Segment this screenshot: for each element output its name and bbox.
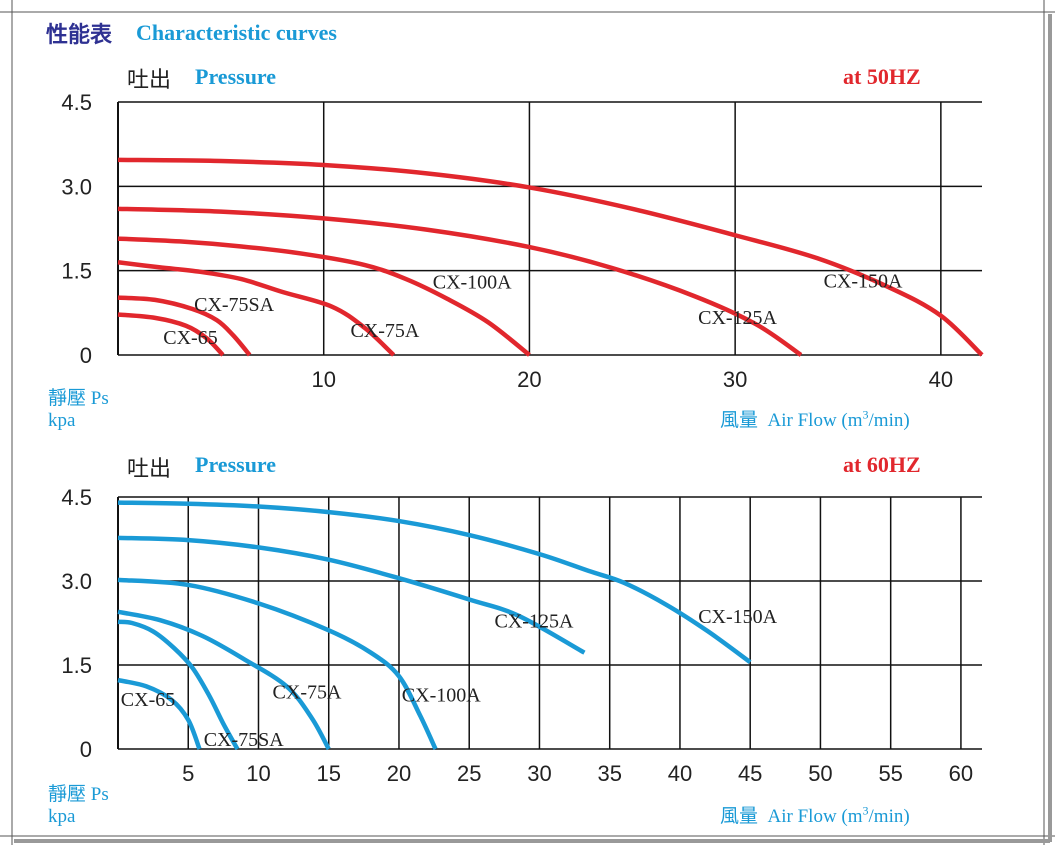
chart1-xlabel-en: Air Flow (m (767, 410, 863, 431)
chart2-curve-cx-125a (117, 535, 586, 655)
chart2-xtick-label: 25 (457, 761, 481, 786)
chart2-xlabel: 風量 Air Flow (m3/min) (720, 801, 910, 828)
chart1-curve-cx-65 (117, 312, 225, 357)
chart2-label-cx-65: CX-65 (121, 689, 175, 711)
chart2-ylabel2-en: Ps (90, 784, 109, 805)
chart2-xtick-label: 15 (316, 761, 340, 786)
page-title-en: Characteristic curves (136, 20, 337, 45)
chart2-label-cx-150a: CX-150A (698, 606, 777, 628)
chart2-ylabel-cjk: 吐出 (127, 456, 172, 481)
chart2-xtick-label: 40 (668, 761, 692, 786)
chart1-xtick-label: 20 (517, 367, 541, 392)
chart2-ylabel-en: Pressure (195, 452, 277, 477)
chart2-xtick-label: 60 (949, 761, 973, 786)
chart2-xtick-label: 55 (878, 761, 902, 786)
chart2-xlabel-en: Air Flow (m (767, 806, 863, 827)
chart2-curve-cx-75sa (117, 619, 240, 751)
chart2-ytick-label: 1.5 (61, 653, 92, 678)
chart2-xlabel-tail: /min) (868, 806, 910, 827)
chart2-xtick-label: 45 (738, 761, 762, 786)
page-title-cjk: 性能表 (46, 22, 113, 47)
chart1-label-cx-75a: CX-75A (350, 320, 419, 342)
chart1-ylabel-en: Pressure (195, 64, 277, 89)
chart1-curve-cx-75sa (117, 295, 252, 357)
chart2-yunit: kpa (48, 806, 76, 827)
chart1-xtick-label: 10 (311, 367, 335, 392)
chart1-xtick-label: 30 (723, 367, 747, 392)
chart2-xlabel-cjk: 風量 (720, 806, 759, 827)
chart1-xlabel-cjk: 風量 (720, 410, 759, 431)
chart2-xlabel-sup: 3 (862, 803, 869, 818)
chart2-curve-cx-65 (117, 677, 202, 750)
chart1-curve-cx-125a (117, 206, 803, 357)
chart1-xlabel: 風量 Air Flow (m3/min) (720, 405, 910, 432)
chart1-curve-cx-100a (117, 236, 531, 357)
chart1-label-cx-65: CX-65 (163, 327, 217, 349)
chart1-ytick-label: 3.0 (61, 174, 92, 199)
chart1-label-cx-75sa: CX-75SA (194, 294, 275, 316)
chart2-label-cx-100a: CX-100A (402, 684, 481, 706)
chart2-curve-cx-100a (117, 577, 438, 750)
chart2-xtick-label: 10 (246, 761, 270, 786)
chart1-curve-cx-150a (117, 157, 984, 357)
chart2-ylabel2: 靜壓 Ps (48, 779, 109, 806)
chart2-label-cx-75sa: CX-75SA (204, 729, 285, 751)
chart2-curve-cx-150a (117, 500, 752, 665)
chart2-xtick-label: 5 (182, 761, 194, 786)
chart1-label-cx-150a: CX-150A (824, 271, 903, 293)
chart1-xlabel-tail: /min) (868, 410, 910, 431)
chart1-ytick-label: 1.5 (61, 259, 92, 284)
chart1-curve-cx-75a (117, 259, 396, 357)
chart2-ytick-label: 4.5 (61, 485, 92, 510)
chart1-label-cx-100a: CX-100A (433, 272, 512, 294)
chart2-xtick-label: 20 (387, 761, 411, 786)
chart2-xtick-label: 35 (597, 761, 621, 786)
chart2-xtick-label: 30 (527, 761, 551, 786)
chart2-label-cx-125a: CX-125A (495, 610, 574, 632)
chart1-xtick-label: 40 (929, 367, 953, 392)
chart2-label-cx-75a: CX-75A (273, 682, 342, 704)
chart1-label-cx-125a: CX-125A (698, 307, 777, 329)
chart1-xlabel-sup: 3 (862, 407, 869, 422)
chart1-yunit: kpa (48, 410, 76, 431)
chart1-title: at 50HZ (843, 64, 921, 89)
chart2-ytick-label: 3.0 (61, 569, 92, 594)
chart1-ytick-label: 0 (80, 343, 92, 368)
chart1-ylabel-cjk: 吐出 (127, 67, 172, 92)
chart1-ylabel2-cjk: 靜壓 (48, 388, 87, 409)
chart2-title: at 60HZ (843, 452, 921, 477)
chart2-ylabel2-cjk: 靜壓 (48, 784, 87, 805)
chart2-ytick-label: 0 (80, 737, 92, 762)
chart2-curve-cx-75a (117, 609, 331, 751)
chart1-ytick-label: 4.5 (61, 90, 92, 115)
chart2-xtick-label: 50 (808, 761, 832, 786)
chart1-ylabel2: 靜壓 Ps (48, 383, 109, 410)
chart1-ylabel2-en: Ps (90, 388, 109, 409)
